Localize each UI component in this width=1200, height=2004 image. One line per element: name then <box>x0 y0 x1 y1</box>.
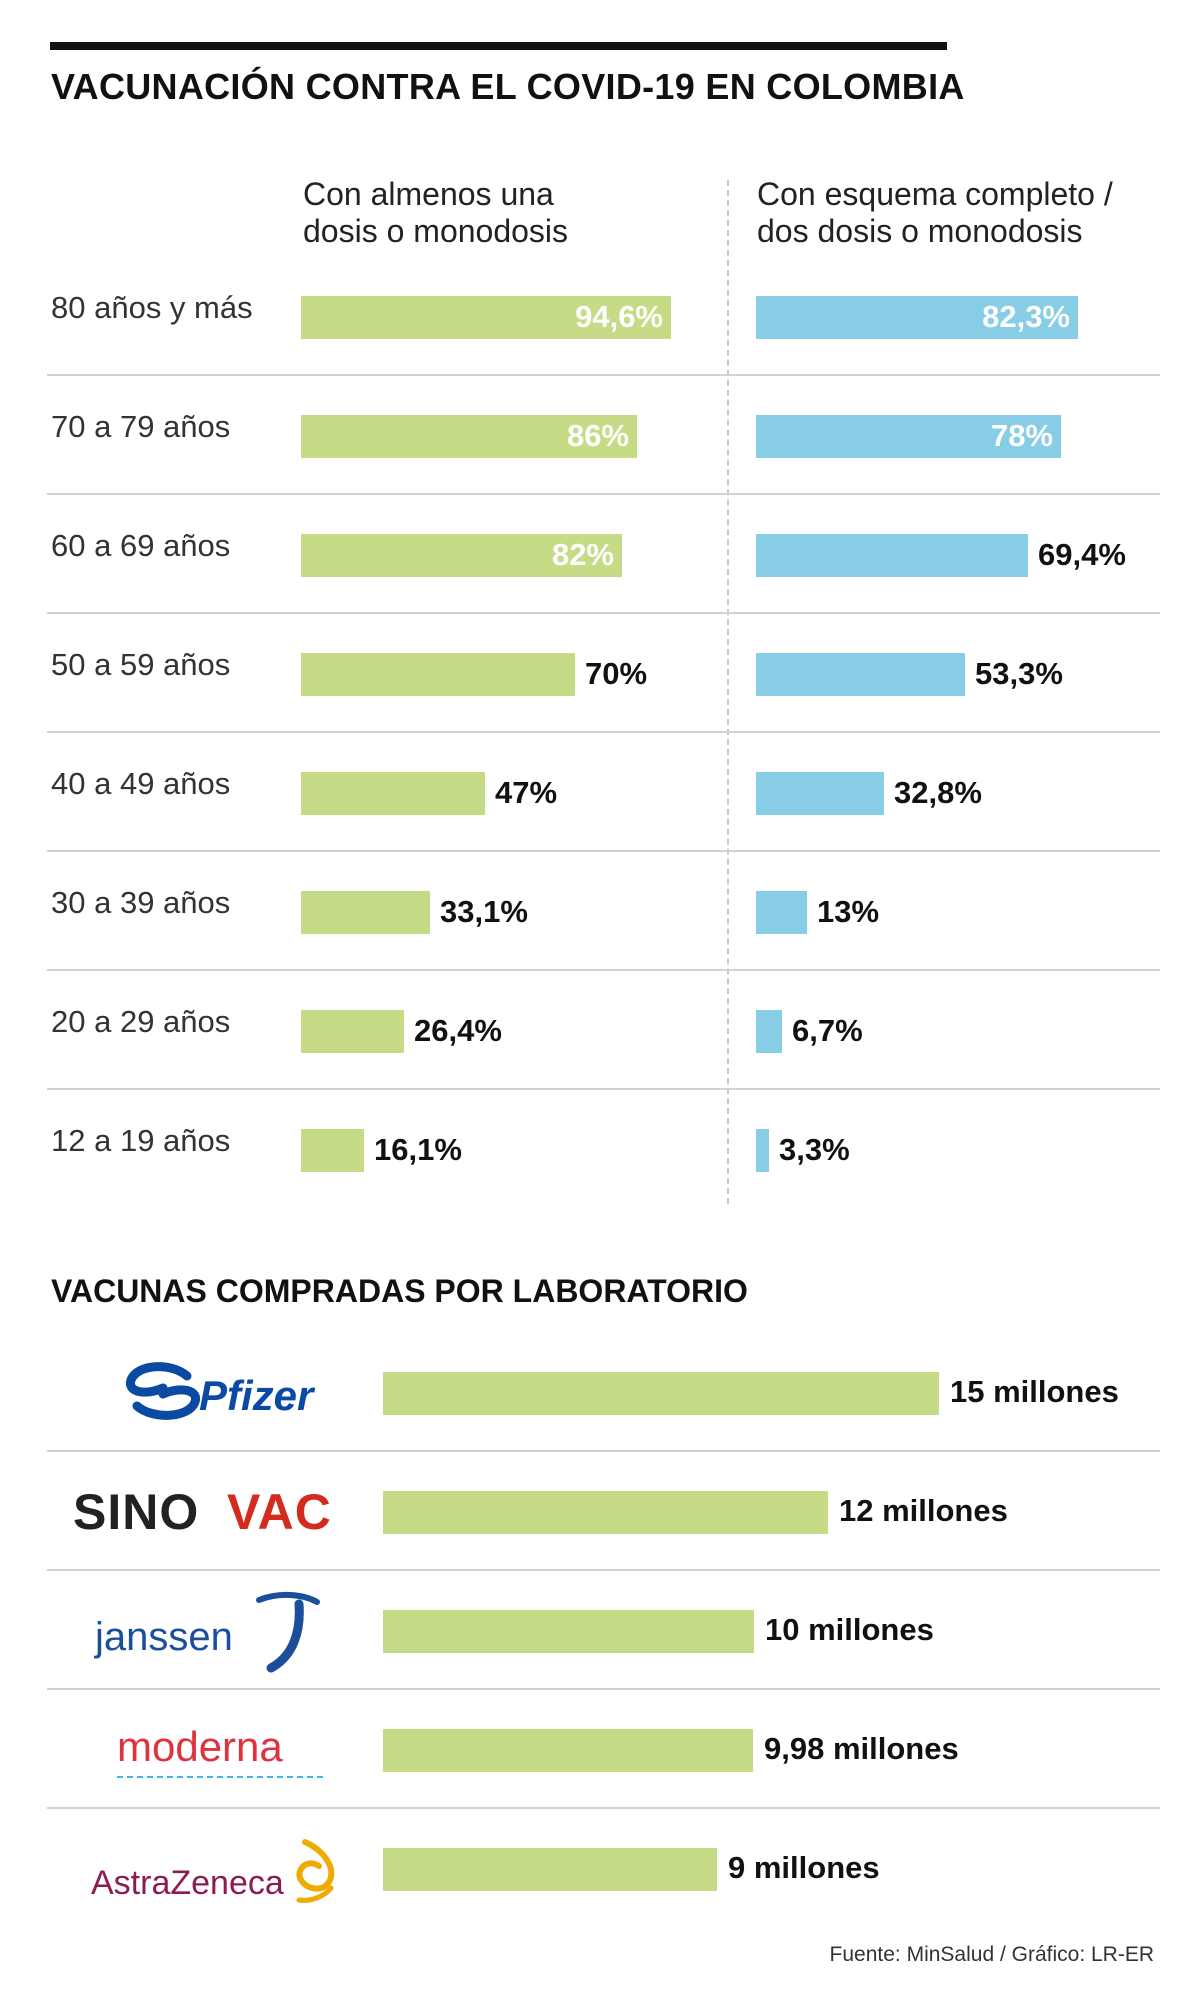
age-group-label: 30 a 39 años <box>51 885 231 920</box>
bar-complete <box>756 772 884 815</box>
bar-complete <box>756 891 807 934</box>
janssen-logo-text: janssen <box>94 1615 233 1659</box>
bar-first-dose <box>301 772 485 815</box>
lab-chart-title: VACUNAS COMPRADAS POR LABORATORIO <box>51 1273 748 1309</box>
value-label-complete: 32,8% <box>894 775 982 810</box>
row-divider <box>47 731 1160 733</box>
lab-value-label: 15 millones <box>950 1374 1119 1409</box>
value-label-complete: 82,3% <box>982 299 1070 334</box>
lab-row-divider <box>47 1450 1160 1452</box>
age-group-label: 20 a 29 años <box>51 1004 231 1039</box>
top-rule <box>50 42 947 50</box>
row-divider <box>47 493 1160 495</box>
lab-row-pfizer: Pfizer 15 millonesPfizer <box>47 1332 1160 1452</box>
bar-complete <box>756 296 1078 339</box>
value-label-complete: 6,7% <box>792 1013 863 1048</box>
row-divider <box>47 969 1160 971</box>
column-header-first-dose: Con almenos una dosis o monodosis <box>303 176 569 249</box>
bar-first-dose <box>301 1129 364 1172</box>
lab-row-sinovac: SINO VAC 12 millones SINO VAC <box>47 1451 1160 1571</box>
bar-first-dose <box>301 296 671 339</box>
lab-row-divider <box>47 1807 1160 1809</box>
age-row: 12 a 19 años 16,1% 3,3% <box>47 1089 1160 1208</box>
pfizer-logo-icon: Pfizer <box>126 1362 316 1420</box>
source-note: Fuente: MinSalud / Gráfico: LR-ER <box>829 1943 1154 1966</box>
age-row: 60 a 69 años 82% 69,4% <box>47 494 1160 613</box>
lab-value-label: 12 millones <box>839 1493 1008 1528</box>
value-label-complete: 53,3% <box>975 656 1063 691</box>
bar-first-dose <box>301 653 575 696</box>
lab-bar <box>383 1729 753 1772</box>
value-label-first-dose: 26,4% <box>414 1013 502 1048</box>
lab-bar <box>383 1610 754 1653</box>
age-group-label: 50 a 59 años <box>51 647 231 682</box>
bar-complete <box>756 1010 782 1053</box>
value-label-first-dose: 33,1% <box>440 894 528 929</box>
age-row: 40 a 49 años 47% 32,8% <box>47 732 1160 851</box>
value-label-first-dose: 94,6% <box>575 299 663 334</box>
age-row: 50 a 59 años 70% 53,3% <box>47 613 1160 732</box>
lab-bar <box>383 1848 717 1891</box>
row-divider <box>47 850 1160 852</box>
bar-first-dose <box>301 534 622 577</box>
age-group-label: 80 años y más <box>51 290 253 325</box>
bar-first-dose <box>301 415 637 458</box>
value-label-complete: 78% <box>990 418 1053 453</box>
column-divider <box>727 180 729 1204</box>
chart-title: VACUNACIÓN CONTRA EL COVID-19 EN COLOMBI… <box>51 66 965 107</box>
bar-complete <box>756 415 1061 458</box>
lab-value-label: 9,98 millones <box>764 1731 959 1766</box>
age-row: 80 años y más 94,6% 82,3% <box>47 256 1160 375</box>
pfizer-logo-text: Pfizer <box>199 1372 316 1419</box>
moderna-logo-icon: moderna <box>117 1723 325 1778</box>
value-label-first-dose: 82% <box>551 537 614 572</box>
lab-bar <box>383 1372 939 1415</box>
age-group-label: 40 a 49 años <box>51 766 231 801</box>
age-group-label: 60 a 69 años <box>51 528 231 563</box>
value-label-complete: 13% <box>817 894 880 929</box>
moderna-logo-text: moderna <box>117 1723 283 1770</box>
column-header-complete-scheme: Con esquema completo / dos dosis o monod… <box>757 176 1113 249</box>
sinovac-logo-text-a: SINO <box>73 1484 199 1540</box>
value-label-first-dose: 70% <box>585 656 648 691</box>
bar-complete <box>756 534 1028 577</box>
age-group-label: 12 a 19 años <box>51 1123 231 1158</box>
lab-bar <box>383 1491 828 1534</box>
lab-row-divider <box>47 1688 1160 1690</box>
lab-value-label: 9 millones <box>728 1850 880 1885</box>
row-divider <box>47 374 1160 376</box>
lab-row-divider <box>47 1569 1160 1571</box>
lab-value-label: 10 millones <box>765 1612 934 1647</box>
age-row: 20 a 29 años 26,4% 6,7% <box>47 970 1160 1089</box>
janssen-logo-icon: janssen <box>94 1592 320 1673</box>
age-row: 70 a 79 años 86% 78% <box>47 375 1160 494</box>
value-label-complete: 3,3% <box>779 1132 850 1167</box>
bar-complete <box>756 653 965 696</box>
value-label-first-dose: 16,1% <box>374 1132 462 1167</box>
astrazeneca-logo-text: AstraZeneca <box>91 1864 284 1902</box>
row-divider <box>47 1088 1160 1090</box>
bar-first-dose <box>301 891 430 934</box>
age-group-label: 70 a 79 años <box>51 409 231 444</box>
sinovac-logo-text-b: VAC <box>227 1484 332 1540</box>
age-row: 30 a 39 años 33,1% 13% <box>47 851 1160 970</box>
value-label-first-dose: 47% <box>495 775 558 810</box>
astrazeneca-logo-icon: AstraZeneca <box>91 1839 335 1903</box>
bar-complete <box>756 1129 769 1172</box>
value-label-first-dose: 86% <box>566 418 629 453</box>
row-divider <box>47 612 1160 614</box>
bar-first-dose <box>301 1010 404 1053</box>
value-label-complete: 69,4% <box>1038 537 1126 572</box>
sinovac-logo-icon: SINO VAC <box>73 1484 332 1540</box>
